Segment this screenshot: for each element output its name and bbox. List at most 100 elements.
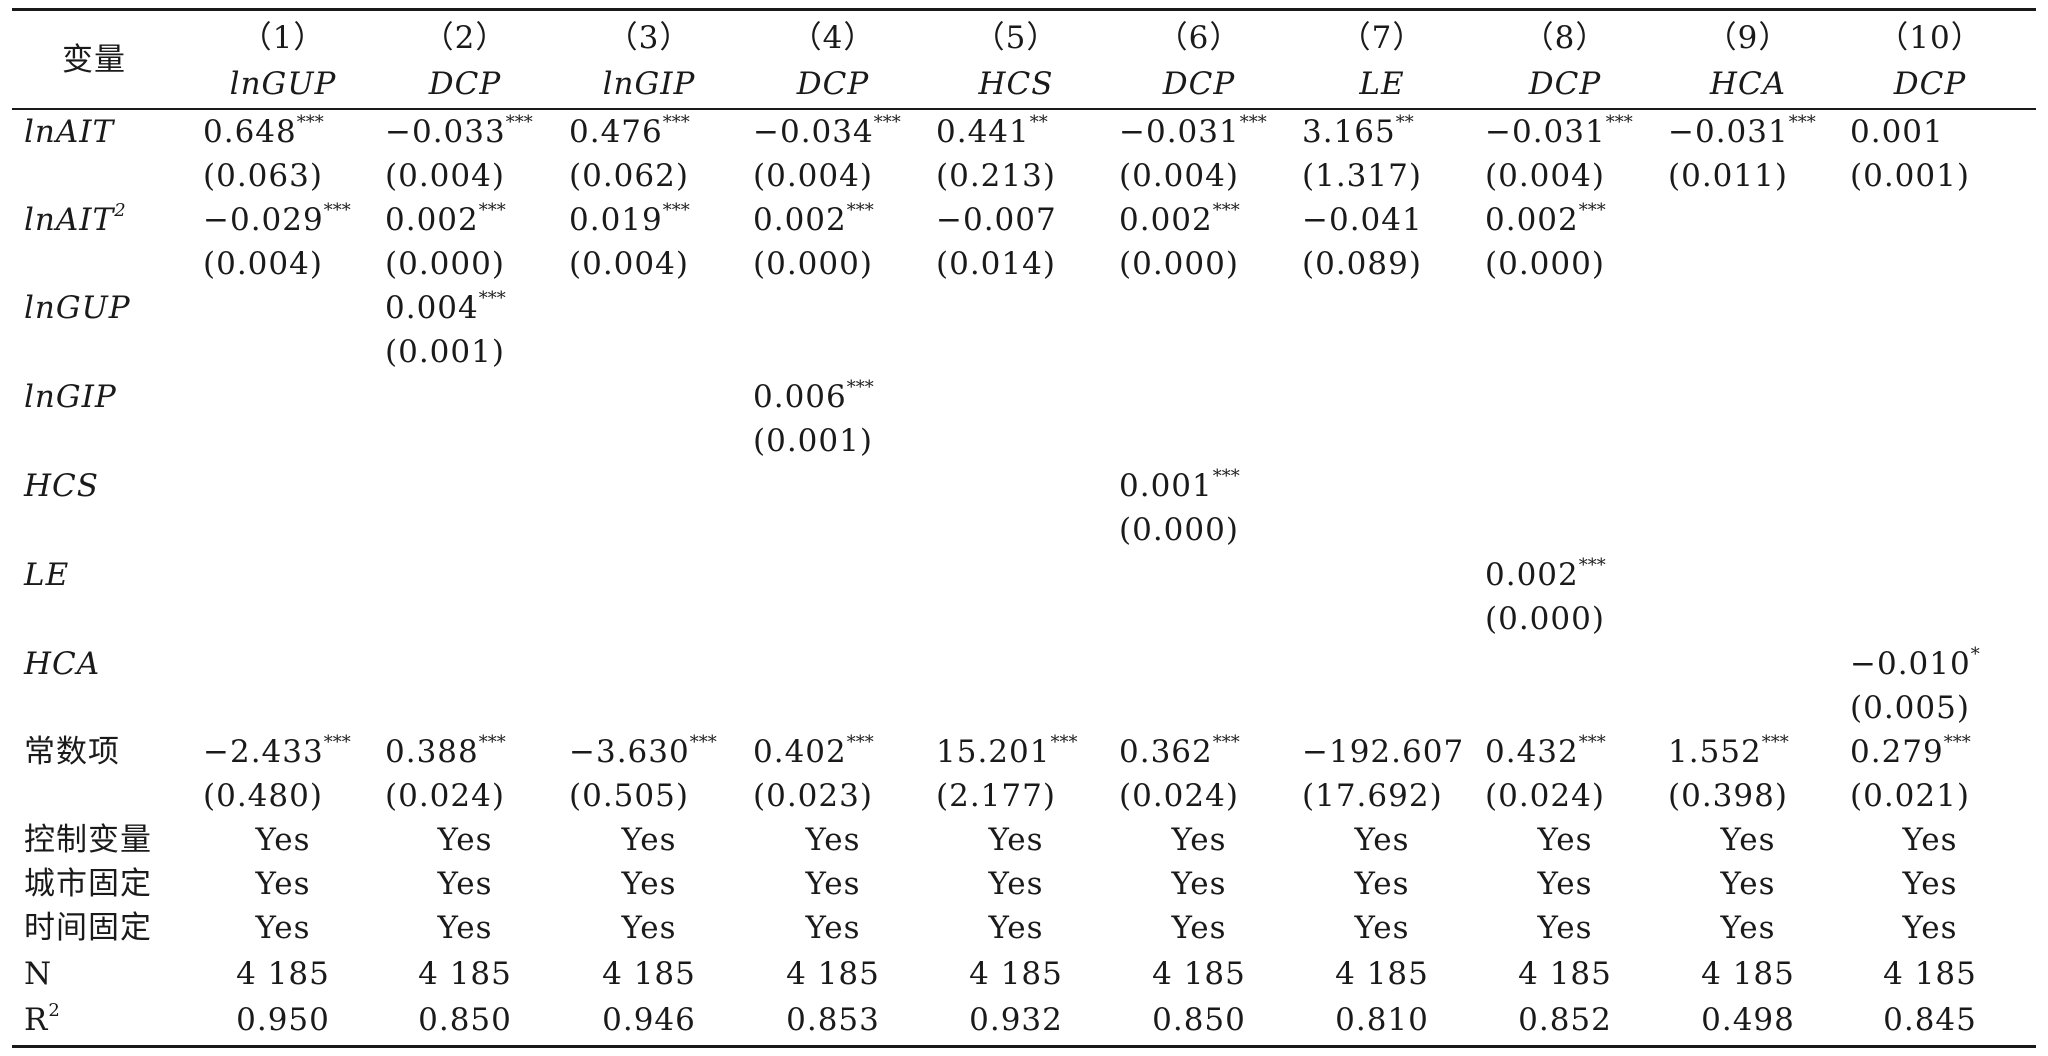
- statistic-value-text: Yes: [1354, 910, 1410, 946]
- coefficient-value: 0.402: [753, 734, 847, 770]
- standard-error: (0.001): [1850, 158, 1970, 194]
- statistic-value: Yes: [193, 822, 373, 858]
- significance-stars: ***: [478, 732, 506, 753]
- statistic-value: Yes: [926, 822, 1106, 858]
- column-number-text: （2）: [422, 20, 508, 56]
- significance-stars: ***: [1788, 112, 1816, 133]
- statistic-value-text: 4 185: [236, 956, 330, 992]
- coefficient-value: 0.441: [936, 114, 1030, 150]
- dependent-variable-text: DCP: [1528, 66, 1602, 102]
- coefficient-value: 0.432: [1485, 734, 1579, 770]
- coefficient-value: −3.630: [569, 734, 690, 770]
- standard-error: (0.023): [753, 778, 873, 814]
- column-number: （10）: [1840, 20, 2020, 56]
- significance-stars: ***: [1050, 732, 1078, 753]
- statistic-value-text: Yes: [1171, 822, 1227, 858]
- statistic-value-text: Yes: [1537, 822, 1593, 858]
- standard-error: (0.024): [385, 778, 505, 814]
- coefficient: −0.010*: [1850, 646, 1980, 683]
- column-number: （1）: [193, 20, 373, 56]
- coefficient-value: −0.031: [1119, 114, 1240, 150]
- standard-error: (0.480): [203, 778, 323, 814]
- statistic-value-text: 4 185: [602, 956, 696, 992]
- standard-error-value: (0.000): [1119, 246, 1239, 282]
- dependent-variable-text: lnGIP: [602, 66, 696, 102]
- statistic-value-text: Yes: [1720, 910, 1776, 946]
- dependent-variable-text: DCP: [1162, 66, 1236, 102]
- dependent-variable: DCP: [1840, 66, 2020, 102]
- coefficient: −0.031***: [1485, 114, 1633, 151]
- statistic-value: 4 185: [1658, 956, 1838, 992]
- standard-error: (1.317): [1302, 158, 1422, 194]
- statistic-value: 4 185: [375, 956, 555, 992]
- coefficient: 0.006***: [753, 379, 874, 416]
- coefficient: 15.201***: [936, 732, 1078, 771]
- standard-error-value: (0.398): [1668, 778, 1788, 814]
- statistic-value-text: Yes: [988, 822, 1044, 858]
- statistic-value: Yes: [743, 866, 923, 902]
- standard-error: (0.004): [1485, 158, 1605, 194]
- statistic-value-text: Yes: [988, 866, 1044, 902]
- coefficient-value: 0.476: [569, 114, 663, 150]
- statistic-value: 0.498: [1658, 1002, 1838, 1038]
- row-label-text: lnAIT: [24, 114, 115, 150]
- statistic-value: 0.852: [1475, 1002, 1655, 1038]
- standard-error: (0.000): [1485, 601, 1605, 637]
- statistic-value-text: Yes: [437, 866, 493, 902]
- statistic-value: Yes: [375, 866, 555, 902]
- dependent-variable-text: LE: [1359, 66, 1405, 102]
- statistic-value: Yes: [1475, 910, 1655, 946]
- statistic-value: Yes: [559, 866, 739, 902]
- standard-error: (0.004): [203, 246, 323, 282]
- statistic-value-text: Yes: [1171, 866, 1227, 902]
- significance-stars: ***: [1943, 732, 1971, 753]
- coefficient: −0.029***: [203, 202, 351, 239]
- statistic-value: 0.853: [743, 1002, 923, 1038]
- coefficient-value: −0.029: [203, 202, 324, 238]
- coefficient: 0.388***: [385, 732, 506, 771]
- coefficient-value: 0.006: [753, 379, 847, 415]
- statistic-value-text: Yes: [1902, 822, 1958, 858]
- row-label-text: 城市固定: [24, 866, 152, 902]
- coefficient-value: 0.362: [1119, 734, 1213, 770]
- standard-error: (0.004): [753, 158, 873, 194]
- statistic-value: Yes: [1840, 822, 2020, 858]
- standard-error-value: (0.024): [1119, 778, 1239, 814]
- standard-error: (0.063): [203, 158, 323, 194]
- standard-error: (0.000): [385, 246, 505, 282]
- standard-error: (0.000): [1485, 246, 1605, 282]
- statistic-value-text: Yes: [1537, 866, 1593, 902]
- standard-error: (0.001): [385, 334, 505, 370]
- column-number-text: （10）: [1877, 20, 1983, 56]
- statistic-value-text: 4 185: [969, 956, 1063, 992]
- coefficient-value: 0.648: [203, 114, 297, 150]
- statistic-value: 0.850: [1109, 1002, 1289, 1038]
- row-label: lnGIP: [24, 379, 117, 415]
- column-number: （9）: [1658, 20, 1838, 56]
- statistic-value: 4 185: [1840, 956, 2020, 992]
- statistic-value: Yes: [1292, 866, 1472, 902]
- column-number: （6）: [1109, 20, 1289, 56]
- standard-error-value: (0.004): [385, 158, 505, 194]
- coefficient-value: −0.034: [753, 114, 874, 150]
- statistic-value: Yes: [375, 910, 555, 946]
- statistic-value: 4 185: [926, 956, 1106, 992]
- standard-error-value: (0.001): [1850, 158, 1970, 194]
- dependent-variable-text: lnGUP: [229, 66, 337, 102]
- statistic-value: Yes: [1292, 910, 1472, 946]
- statistic-value-text: Yes: [988, 910, 1044, 946]
- significance-stars: ***: [873, 112, 901, 133]
- significance-stars: ***: [478, 288, 506, 309]
- standard-error-value: (0.011): [1668, 158, 1788, 194]
- standard-error: (0.004): [569, 246, 689, 282]
- standard-error-value: (0.004): [1119, 158, 1239, 194]
- statistic-value-text: 0.932: [969, 1002, 1063, 1038]
- standard-error: (0.024): [1485, 778, 1605, 814]
- statistic-value-text: 4 185: [1335, 956, 1429, 992]
- statistic-value-text: Yes: [805, 866, 861, 902]
- column-number: （7）: [1292, 20, 1472, 56]
- dependent-variable: DCP: [1475, 66, 1655, 102]
- significance-stars: ***: [1212, 732, 1240, 753]
- statistic-value: Yes: [559, 910, 739, 946]
- statistic-value: 0.810: [1292, 1002, 1472, 1038]
